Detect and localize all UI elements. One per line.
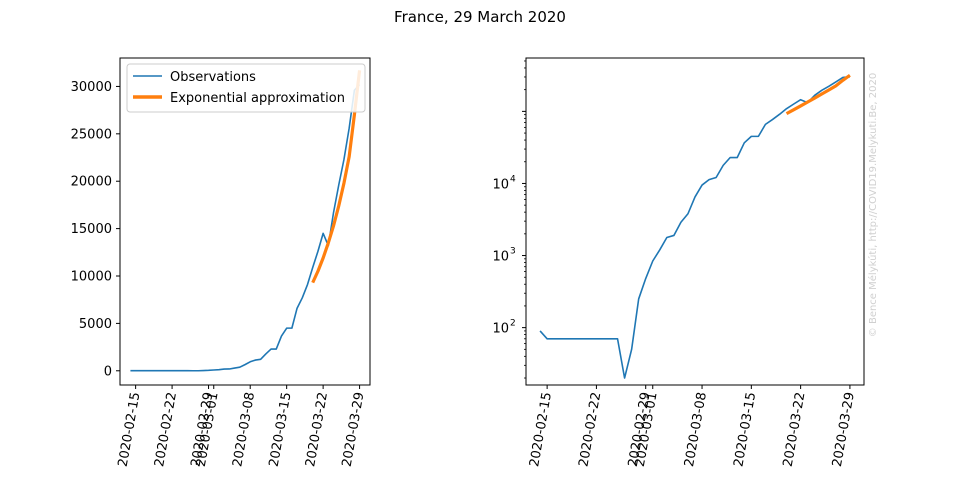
left-y-tick-label: 5000 <box>79 317 112 332</box>
left-y-tick-label: 0 <box>104 364 112 379</box>
left-y-tick-label: 20000 <box>71 175 112 190</box>
right-x-tick-label: 2020-03-15 <box>731 391 759 468</box>
left-chart-frame <box>119 57 371 386</box>
right-chart-axes: 2020-02-15 2020-02-22 2020-02-292020-03-01… <box>492 60 858 468</box>
right-approximation-line <box>785 73 851 116</box>
right-chart-plot-area <box>539 73 851 379</box>
right-y-tick-base: 10 <box>492 250 509 265</box>
left-chart-plot-area <box>130 70 362 372</box>
right-x-tick-label: 2020-03-08 <box>682 391 710 468</box>
right-x-tick-label: 2020-02-15 <box>527 391 555 468</box>
right-x-tick-label: 2020-03-29 <box>830 391 858 468</box>
right-y-tick-exponent: 4 <box>510 174 516 184</box>
left-x-tick-label: 2020-02-22 <box>152 391 180 468</box>
legend-box <box>126 63 366 113</box>
figure-title: France, 29 March 2020 <box>394 8 566 26</box>
legend-label-observations: Observations <box>170 70 256 85</box>
legend: Observations Exponential approximation <box>126 63 366 113</box>
right-observations-line <box>539 75 850 379</box>
left-x-tick-label: 2020-03-15 <box>267 391 295 468</box>
right-y-tick-base: 10 <box>492 322 509 337</box>
left-y-tick-label: 25000 <box>71 127 112 142</box>
right-x-tick-label: 2020-03-22 <box>781 391 809 468</box>
left-observations-line <box>130 84 361 372</box>
left-y-tick-label: 10000 <box>71 270 112 285</box>
left-x-tick-label: 2020-03-29 <box>340 391 368 468</box>
left-x-tick-label: 2020-03-22 <box>303 391 331 468</box>
left-chart: 2020-02-15 2020-02-22 2020-02-292020-03-01… <box>71 57 371 468</box>
left-y-tick-label: 30000 <box>71 80 112 95</box>
right-chart: 2020-02-15 2020-02-22 2020-02-292020-03-01… <box>492 57 865 468</box>
left-x-tick-label: 2020-02-15 <box>116 391 144 468</box>
right-chart-frame <box>525 57 865 386</box>
right-y-tick-base: 10 <box>492 177 509 192</box>
legend-label-approximation: Exponential approximation <box>170 91 345 106</box>
left-y-tick-label: 15000 <box>71 222 112 237</box>
left-x-tick-label: 2020-03-08 <box>230 391 258 468</box>
left-approximation-line <box>311 70 362 284</box>
right-x-tick-label: 2020-02-22 <box>576 391 604 468</box>
right-y-tick-exponent: 3 <box>510 247 516 257</box>
left-chart-axes: 2020-02-15 2020-02-22 2020-02-292020-03-01… <box>71 80 368 468</box>
right-y-tick-exponent: 2 <box>510 319 516 329</box>
watermark: © Bence Mélykúti, http://COVID19.Melykut… <box>867 73 879 337</box>
